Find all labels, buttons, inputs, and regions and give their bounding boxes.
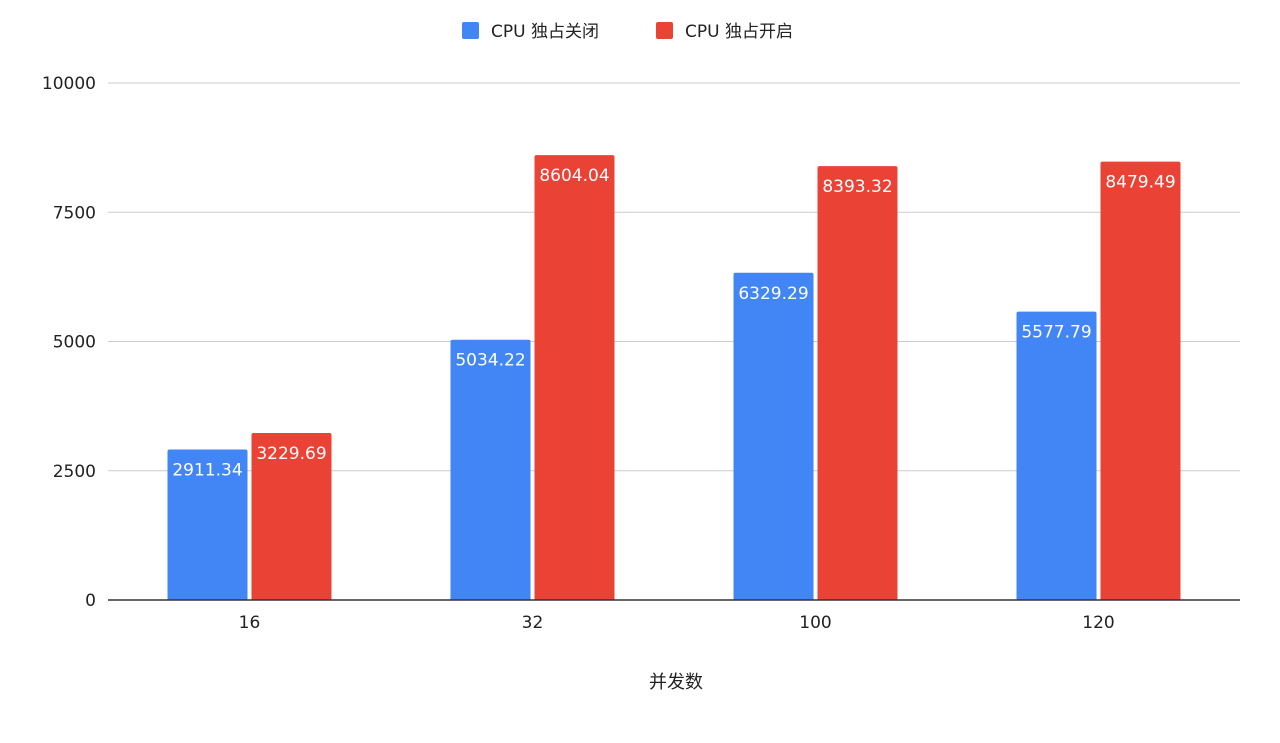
bar-value-label: 8604.04 xyxy=(539,166,609,186)
x-tick-label: 120 xyxy=(1082,613,1114,633)
bar-cpu-exclusive-on-32 xyxy=(534,155,615,600)
legend-swatch xyxy=(462,22,479,39)
legend-label: CPU 独占开启 xyxy=(685,22,793,42)
bar-data-labels: 2911.34 3229.69 5034.22 8604.04 6329.29 8393.… xyxy=(172,166,1175,480)
y-tick-label: 5000 xyxy=(53,333,96,353)
legend-swatch xyxy=(656,22,673,39)
y-tick-label: 7500 xyxy=(53,203,96,223)
bar-cpu-exclusive-on-120 xyxy=(1100,161,1181,601)
y-axis-tick-labels: 0 2500 5000 7500 10000 xyxy=(42,74,96,611)
bar-cpu-exclusive-on-16 xyxy=(251,433,332,600)
x-tick-label: 16 xyxy=(239,613,261,633)
legend-label: CPU 独占关闭 xyxy=(491,22,599,42)
bar-value-label: 8393.32 xyxy=(822,177,892,197)
x-tick-label: 32 xyxy=(522,613,544,633)
y-tick-label: 10000 xyxy=(42,74,96,94)
bar-value-label: 5577.79 xyxy=(1021,323,1091,343)
x-axis-tick-labels: 16 32 100 120 xyxy=(239,613,1115,633)
y-tick-label: 0 xyxy=(85,591,96,611)
bar-value-label: 2911.34 xyxy=(172,460,242,480)
bar-value-label: 8479.49 xyxy=(1105,173,1175,193)
x-axis-title: 并发数 xyxy=(649,672,703,693)
bar-cpu-exclusive-off-32 xyxy=(450,339,531,600)
bar-cpu-exclusive-on-100 xyxy=(817,166,898,600)
y-tick-label: 2500 xyxy=(53,462,96,482)
bars xyxy=(167,155,1181,601)
bar-value-label: 3229.69 xyxy=(256,444,326,464)
bar-cpu-exclusive-off-120 xyxy=(1016,311,1097,600)
bar-value-label: 5034.22 xyxy=(455,351,525,371)
legend: CPU 独占关闭 CPU 独占开启 xyxy=(462,22,793,42)
bar-cpu-exclusive-off-16 xyxy=(167,449,248,600)
bar-value-label: 6329.29 xyxy=(738,284,808,304)
x-tick-label: 100 xyxy=(799,613,831,633)
bar-cpu-exclusive-off-100 xyxy=(733,272,814,600)
